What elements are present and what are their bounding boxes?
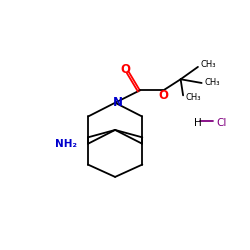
Text: CH₃: CH₃ bbox=[204, 78, 220, 88]
Text: N: N bbox=[113, 96, 123, 109]
Text: NH₂: NH₂ bbox=[55, 138, 77, 148]
Text: Cl: Cl bbox=[217, 118, 227, 128]
Text: O: O bbox=[158, 89, 168, 102]
Text: CH₃: CH₃ bbox=[200, 60, 216, 70]
Text: CH₃: CH₃ bbox=[186, 93, 201, 102]
Text: O: O bbox=[121, 63, 131, 76]
Text: H: H bbox=[194, 118, 201, 128]
